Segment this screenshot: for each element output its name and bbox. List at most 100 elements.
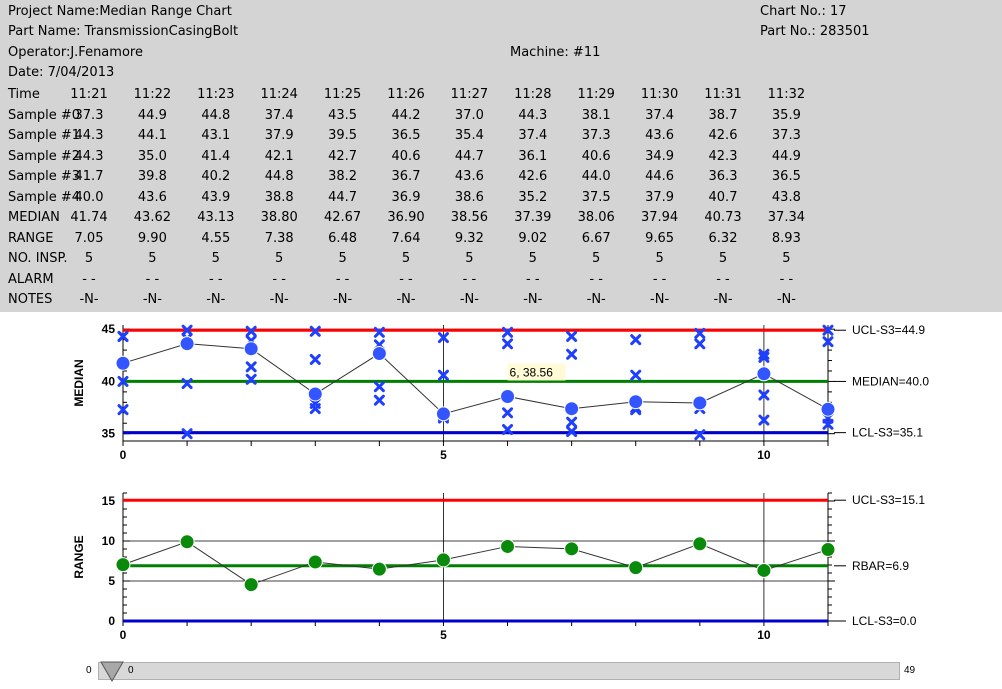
table-cell: - - bbox=[462, 271, 477, 287]
scrollbar-min-label: 0 bbox=[86, 665, 92, 676]
table-cell: 43.6 bbox=[645, 128, 675, 143]
x-tick-label: 5 bbox=[440, 628, 447, 642]
table-cell: 7.38 bbox=[264, 230, 294, 246]
sample-point bbox=[630, 369, 642, 381]
x-tick-label: 5 bbox=[440, 448, 447, 462]
series-point bbox=[820, 542, 836, 558]
series-point bbox=[692, 395, 708, 411]
series-point bbox=[692, 536, 708, 552]
series-line bbox=[122, 541, 829, 586]
sample-scrollbar: 0 0 49 bbox=[0, 655, 1002, 689]
table-cell: 43.5 bbox=[328, 107, 358, 123]
row-label: Sample #0 bbox=[8, 107, 81, 123]
table-cell: 35.2 bbox=[518, 189, 548, 205]
sample-4-row: Sample #4 40.0 43.6 43.9 38.8 44.7 36.9 38.6 35.… bbox=[0, 188, 1002, 208]
row-label: MEDIAN bbox=[8, 210, 60, 225]
table-cell: 38.2 bbox=[328, 169, 358, 184]
median-row: MEDIAN 41.74 43.62 43.13 38.80 42.67 36.90 38.5… bbox=[0, 208, 1002, 228]
table-cell: 37.39 bbox=[514, 210, 552, 225]
table-cell: 42.7 bbox=[328, 148, 358, 164]
sample-point bbox=[566, 330, 578, 342]
alarm-row: ALARM - - - - - - - - - - - - - - - - - - - - - - - … bbox=[0, 270, 1002, 290]
date: Date: 7/04/2013 bbox=[8, 65, 115, 80]
sample-point bbox=[502, 424, 514, 436]
sample-point bbox=[309, 325, 321, 337]
table-cell: 42.67 bbox=[323, 210, 362, 225]
x-tick-label: 0 bbox=[120, 628, 127, 642]
sample-point bbox=[566, 426, 578, 438]
table-cell: 44.8 bbox=[264, 169, 294, 184]
time-row: Time 11:21 11:22 11:23 11:24 11:25 11:26 11:27 1… bbox=[0, 85, 1002, 105]
table-cell: - - bbox=[716, 271, 730, 287]
control-limit-label: MEDIAN=40.0 bbox=[852, 374, 929, 388]
series-point bbox=[115, 557, 131, 573]
table-cell: -N- bbox=[586, 292, 606, 307]
scrollbar-track[interactable] bbox=[98, 662, 900, 680]
table-cell: 11:23 bbox=[197, 87, 235, 102]
sample-point bbox=[502, 407, 514, 419]
sample-point bbox=[373, 326, 385, 338]
table-cell: 4.55 bbox=[201, 230, 231, 246]
y-tick-label: 40 bbox=[102, 374, 116, 388]
table-cell: 35.0 bbox=[137, 148, 167, 164]
table-cell: 36.5 bbox=[391, 128, 421, 143]
table-cell: -N- bbox=[206, 292, 226, 307]
y-axis-label: RANGE bbox=[72, 535, 86, 578]
table-cell: 40.6 bbox=[581, 148, 611, 164]
series-point bbox=[756, 366, 772, 382]
sample-point bbox=[245, 373, 257, 385]
table-cell: 36.5 bbox=[771, 169, 801, 184]
row-label: Time bbox=[8, 87, 40, 102]
sample-point bbox=[181, 378, 193, 390]
table-cell: 36.1 bbox=[518, 148, 548, 164]
table-cell: 37.3 bbox=[581, 128, 611, 143]
x-tick-label: 0 bbox=[120, 448, 127, 462]
table-cell: 11:24 bbox=[260, 87, 298, 102]
table-cell: 41.74 bbox=[70, 210, 108, 225]
table-cell: 37.9 bbox=[264, 128, 294, 143]
sample-point bbox=[117, 330, 129, 342]
table-cell: -N- bbox=[650, 292, 670, 307]
table-cell: 37.0 bbox=[454, 107, 484, 123]
scrollbar-thumb[interactable] bbox=[100, 661, 124, 683]
series-point bbox=[564, 401, 580, 417]
table-cell: 5 bbox=[338, 251, 347, 266]
sample-point bbox=[117, 404, 129, 416]
table-cell: -N- bbox=[396, 292, 416, 307]
y-tick-label: 5 bbox=[108, 574, 115, 588]
table-cell: 5 bbox=[465, 251, 474, 266]
sample-point bbox=[694, 327, 706, 339]
table-cell: 5 bbox=[592, 251, 601, 266]
table-cell: - - bbox=[399, 271, 413, 287]
series-point bbox=[435, 552, 451, 568]
table-cell: - - bbox=[779, 271, 794, 287]
series-point bbox=[500, 538, 516, 554]
table-cell: 11:25 bbox=[323, 87, 362, 102]
scrollbar-value-label: 0 bbox=[128, 665, 134, 676]
table-cell: 38.80 bbox=[260, 210, 298, 225]
table-cell: 44.8 bbox=[201, 107, 231, 123]
table-cell: - - bbox=[145, 271, 160, 287]
sample-point bbox=[437, 332, 449, 344]
table-cell: 44.7 bbox=[328, 189, 358, 205]
row-label: NO. INSP. bbox=[8, 251, 68, 266]
sample-point bbox=[694, 429, 706, 441]
table-cell: 44.6 bbox=[645, 169, 675, 184]
table-cell: 5 bbox=[84, 251, 94, 266]
series-point bbox=[564, 541, 580, 557]
table-cell: 6.48 bbox=[328, 230, 358, 246]
table-cell: - - bbox=[335, 271, 350, 287]
series-point bbox=[371, 346, 387, 362]
sample-point bbox=[373, 381, 385, 393]
table-cell: - - bbox=[82, 271, 96, 287]
table-cell: -N- bbox=[79, 292, 99, 307]
table-cell: -N- bbox=[713, 292, 733, 307]
table-cell: 43.8 bbox=[771, 189, 801, 205]
series-point bbox=[243, 341, 259, 357]
sample-3-row: Sample #3 41.7 39.8 40.2 44.8 38.2 36.7 43.6 42.… bbox=[0, 167, 1002, 187]
table-cell: 40.7 bbox=[708, 189, 738, 205]
table-cell: 41.7 bbox=[74, 169, 104, 184]
table-cell: 43.9 bbox=[201, 189, 231, 205]
table-cell: -N- bbox=[269, 292, 289, 307]
